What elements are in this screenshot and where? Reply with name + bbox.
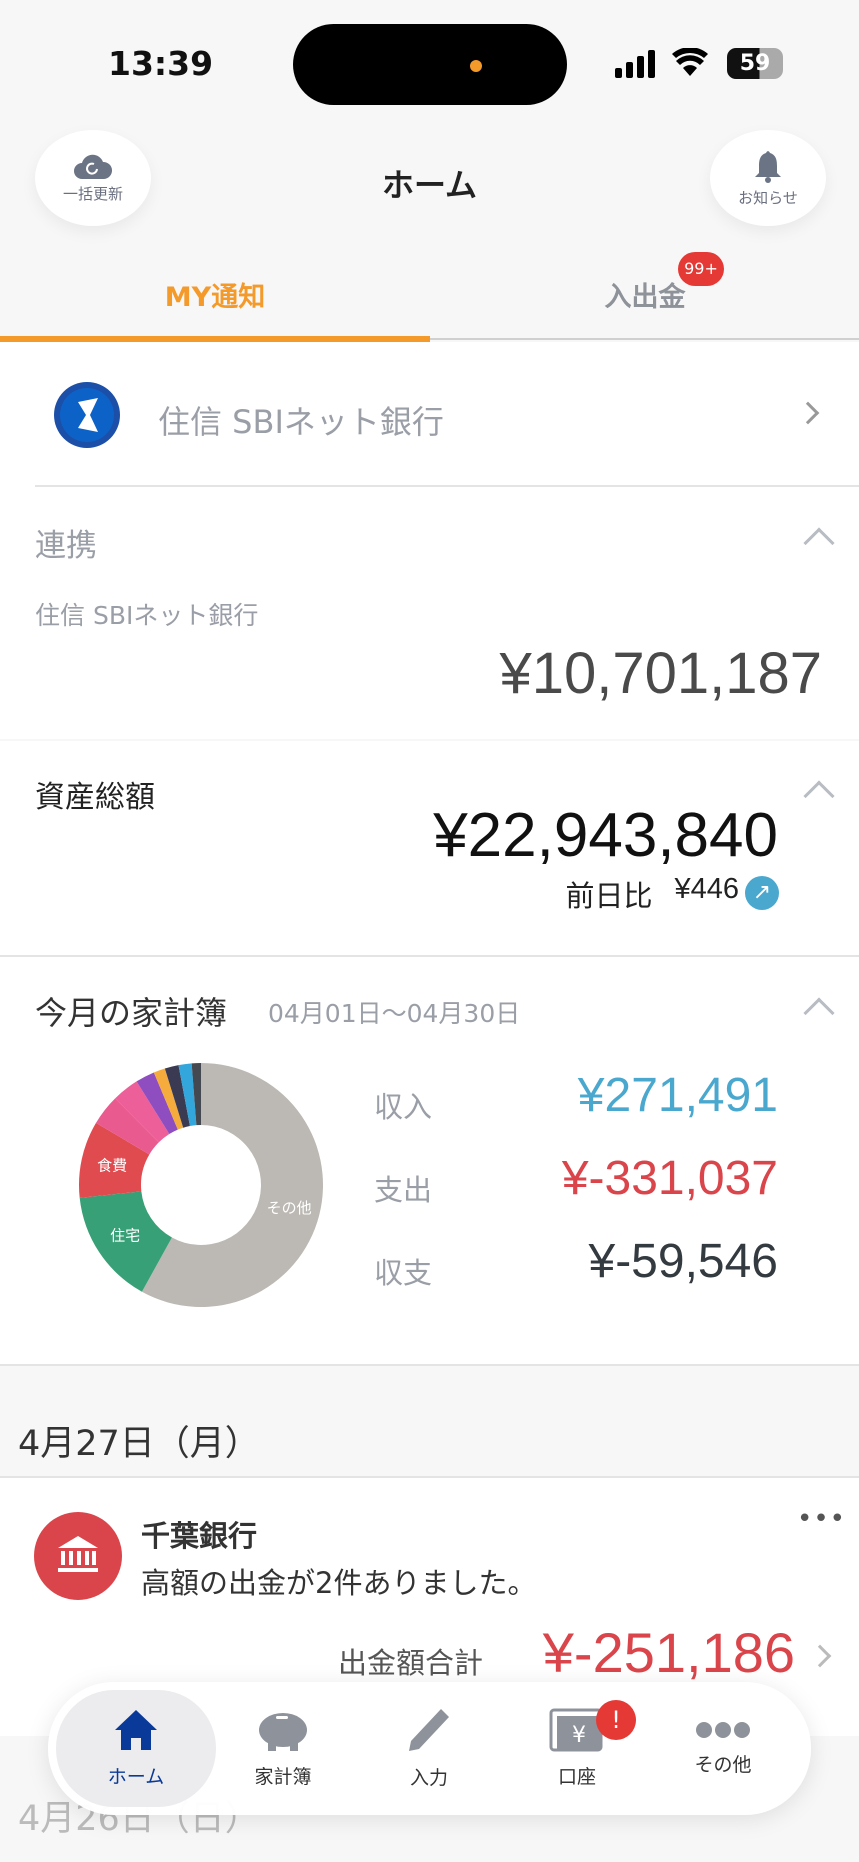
bottom-nav: ホーム 家計簿 入力 ¥ 口座 ! その他	[48, 1682, 811, 1815]
budget-row-value: ¥-331,037	[561, 1152, 778, 1205]
cloud-refresh-icon	[74, 154, 112, 179]
diff-value: ¥446	[674, 873, 739, 905]
card-message: 高額の出金が2件ありました。	[141, 1566, 537, 1600]
nav-home[interactable]: ホーム	[61, 1682, 211, 1815]
budget-row-value: ¥-59,546	[588, 1235, 779, 1288]
more-options-icon[interactable]: •••	[797, 1504, 847, 1534]
nav-label: 入力	[409, 1767, 448, 1789]
mic-indicator	[470, 60, 482, 72]
divider	[0, 955, 859, 957]
linked-bank-name: 住信 SBIネット銀行	[35, 601, 259, 630]
battery-indicator: 59	[727, 48, 783, 79]
total-assets: ¥22,943,840	[433, 801, 778, 870]
alert-badge: !	[596, 1700, 636, 1740]
nav-label: 口座	[557, 1766, 596, 1788]
bank-building-icon	[34, 1512, 122, 1600]
notifications-button[interactable]: お知らせ	[710, 130, 826, 226]
nav-label: 家計簿	[254, 1766, 312, 1788]
active-tab-indicator	[0, 336, 430, 342]
donut-slice[interactable]	[115, 1081, 170, 1143]
active-nav-highlight	[56, 1690, 216, 1807]
budget-row-label: 収入	[374, 1090, 433, 1124]
donut-slice[interactable]	[136, 1072, 178, 1135]
tab-deposits-withdrawals[interactable]: 入出金	[604, 282, 686, 313]
wifi-icon	[672, 48, 708, 76]
piggy-bank-icon	[259, 1713, 307, 1751]
donut-slice[interactable]	[153, 1068, 184, 1130]
divider	[0, 1476, 859, 1478]
bank-row[interactable]: 住信 SBIネット銀行	[0, 345, 859, 485]
pencil-icon	[409, 1709, 449, 1751]
dynamic-island	[293, 24, 567, 105]
donut-slice-label: 住宅	[110, 1226, 140, 1244]
status-time: 13:39	[108, 44, 214, 83]
bank-name: 住信 SBIネット銀行	[158, 403, 444, 441]
page-title: ホーム	[381, 166, 478, 204]
budget-row-label: 収支	[374, 1256, 433, 1290]
divider	[35, 485, 859, 487]
svg-text:¥: ¥	[572, 1723, 586, 1748]
nav-budget[interactable]: 家計簿	[208, 1682, 358, 1815]
sbi-bank-logo	[54, 382, 120, 448]
donut-slice[interactable]	[164, 1065, 190, 1128]
feed-date: 4月27日（月）	[18, 1424, 260, 1464]
linked-amount: ¥10,701,187	[499, 641, 822, 706]
linked-title: 連携	[35, 528, 97, 564]
chevron-right-icon	[796, 401, 820, 425]
linked-account-card	[0, 342, 859, 739]
more-icon	[696, 1722, 750, 1738]
notice-label: お知らせ	[738, 188, 798, 207]
withdrawal-total: ¥-251,186	[542, 1621, 795, 1684]
nav-input[interactable]: 入力	[354, 1682, 504, 1815]
assets-title: 資産総額	[35, 780, 155, 815]
nav-more[interactable]: その他	[648, 1682, 798, 1815]
signal-icon	[615, 50, 655, 78]
donut-slice[interactable]	[178, 1063, 197, 1127]
home-icon	[115, 1710, 157, 1750]
donut-slice-label: 食費	[97, 1157, 127, 1175]
card-bank-name: 千葉銀行	[141, 1519, 258, 1553]
nav-label: ホーム	[107, 1766, 165, 1788]
budget-row-value: ¥271,491	[577, 1069, 778, 1122]
unread-badge: 99+	[678, 252, 724, 286]
assets-card	[0, 741, 859, 955]
bell-icon	[755, 150, 781, 183]
total-label: 出金額合計	[338, 1646, 484, 1680]
day-over-day: 前日比 ¥446	[565, 873, 739, 915]
donut-slice[interactable]	[79, 1191, 172, 1292]
tab-my-notifications[interactable]: MY通知	[164, 282, 266, 313]
nav-accounts[interactable]: ¥ 口座	[502, 1682, 652, 1815]
donut-slice[interactable]	[79, 1122, 150, 1198]
diff-label: 前日比	[565, 879, 653, 913]
donut-slice[interactable]	[141, 1063, 323, 1307]
budget-row-label: 支出	[374, 1173, 433, 1207]
budget-period: 04月01日〜04月30日	[268, 999, 521, 1028]
donut-slice-label: その他	[267, 1199, 312, 1217]
trend-up-icon: ↗	[745, 876, 779, 910]
refresh-label: 一括更新	[62, 184, 123, 203]
nav-label: その他	[694, 1754, 752, 1776]
donut-slice[interactable]	[96, 1098, 159, 1155]
budget-title: 今月の家計簿	[35, 994, 228, 1032]
refresh-all-button[interactable]: 一括更新	[35, 130, 151, 226]
donut-slice[interactable]	[191, 1063, 201, 1126]
divider	[0, 1364, 859, 1366]
